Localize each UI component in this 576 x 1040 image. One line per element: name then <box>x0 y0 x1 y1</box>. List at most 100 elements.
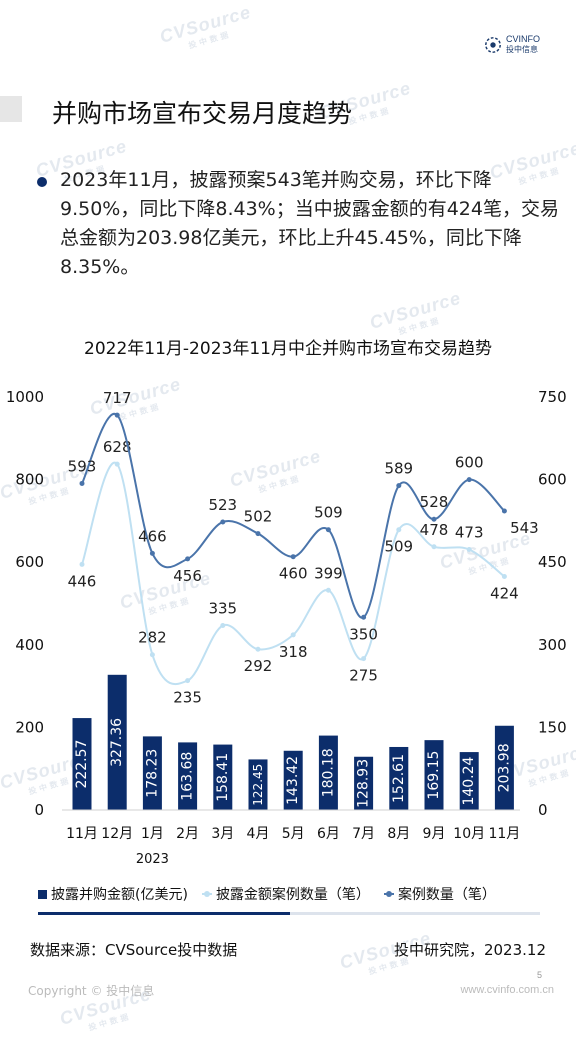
line-point <box>79 561 85 567</box>
line-point <box>290 554 296 560</box>
line-point <box>361 614 367 620</box>
line-data-label: 593 <box>68 457 97 475</box>
bar <box>107 674 127 810</box>
legend-line-swatch <box>383 891 394 897</box>
bar <box>354 756 374 810</box>
line-point <box>290 632 296 638</box>
x-tick-label: 10月 <box>453 826 485 842</box>
line-data-label: 424 <box>490 585 519 603</box>
bar-data-label: 158.41 <box>215 753 231 802</box>
line-point <box>79 480 85 486</box>
watermark: CVSource 投中数据 <box>157 1 254 51</box>
x-tick-label: 12月 <box>101 826 133 842</box>
line-data-label: 292 <box>244 657 273 675</box>
line-point <box>431 516 437 522</box>
line-point <box>149 550 155 556</box>
divider-accent <box>38 912 290 915</box>
line-point <box>185 556 191 562</box>
y-right-tick-label: 0 <box>538 801 548 819</box>
line-data-label: 399 <box>314 564 343 582</box>
company-logo: CVINFO 投中信息 <box>484 34 540 55</box>
line-point <box>466 547 472 553</box>
line-point <box>255 531 261 537</box>
bar-data-label: 180.18 <box>320 748 336 797</box>
legend-label: 披露并购金额(亿美元) <box>51 887 188 903</box>
bar-data-label: 122.45 <box>251 764 265 806</box>
y-left-tick-label: 200 <box>15 718 44 736</box>
bar <box>459 752 479 810</box>
website-link[interactable]: www.cvinfo.com.cn <box>460 984 554 996</box>
x-tick-label: 5月 <box>282 826 305 842</box>
line-data-label: 275 <box>349 667 378 685</box>
line-data-label: 460 <box>279 565 308 583</box>
line-point <box>325 587 331 593</box>
title-accent-bar <box>0 96 22 122</box>
line-data-label: 543 <box>510 519 539 537</box>
bar-data-label: 143.42 <box>285 756 301 805</box>
logo-mark-icon <box>485 36 501 53</box>
line-data-label: 509 <box>314 504 343 522</box>
line-data-label: 717 <box>103 389 132 407</box>
x-tick-label: 3月 <box>211 826 234 842</box>
y-left-tick-label: 0 <box>34 801 44 819</box>
bar-data-label: 128.93 <box>356 759 372 808</box>
line-data-label: 509 <box>384 538 413 556</box>
line-data-label: 335 <box>208 600 237 618</box>
bar <box>389 746 409 810</box>
line-data-label: 235 <box>173 689 202 707</box>
year-label: 2023 <box>136 852 169 867</box>
line-point <box>220 623 226 629</box>
bar-data-label: 327.36 <box>109 718 125 767</box>
copyright-text: Copyright © 投中信息 <box>28 984 155 998</box>
logo-subtext: 投中信息 <box>505 45 538 54</box>
line-point <box>431 544 437 550</box>
legend-line-swatch <box>201 891 212 897</box>
line-point <box>466 477 472 483</box>
x-tick-label: 9月 <box>423 826 446 842</box>
line-data-label: 600 <box>455 454 484 472</box>
line-point <box>220 519 226 525</box>
line-data-label: 282 <box>138 629 167 647</box>
x-tick-label: 2月 <box>176 826 199 842</box>
bar <box>213 744 233 810</box>
x-tick-label: 6月 <box>317 826 340 842</box>
legend-label: 案例数量（笔） <box>397 887 496 903</box>
bar-data-label: 178.23 <box>144 749 160 798</box>
line-data-label: 456 <box>173 567 202 585</box>
line-point <box>255 646 261 652</box>
legend-item-disclosed-count: 披露金额案例数量（笔） <box>201 884 370 904</box>
bar <box>72 718 92 810</box>
legend-item-amount: 披露并购金额(亿美元) <box>38 884 188 904</box>
bar <box>142 736 162 810</box>
line-point <box>501 574 507 580</box>
page-number: 5 <box>536 970 542 980</box>
y-left-tick-label: 1000 <box>6 388 44 406</box>
line-data-label: 478 <box>420 521 449 539</box>
legend-item-deal-count: 案例数量（笔） <box>383 884 496 904</box>
line-point <box>325 527 331 533</box>
deal-count-line <box>81 412 506 619</box>
bar <box>424 740 444 810</box>
legend-label: 披露金额案例数量（笔） <box>215 887 370 903</box>
bar-data-label: 163.68 <box>180 752 196 801</box>
bar-data-label: 169.15 <box>426 751 442 800</box>
line-data-label: 318 <box>279 643 308 661</box>
x-tick-label: 8月 <box>387 826 410 842</box>
line-data-label: 446 <box>68 572 97 590</box>
line-data-label: 523 <box>208 496 237 514</box>
bar <box>494 725 514 810</box>
y-left-tick-label: 600 <box>15 553 44 571</box>
report-org-date: 投中研究院，2023.12 <box>393 941 546 959</box>
chart-legend: 披露并购金额(亿美元) 披露金额案例数量（笔） 案例数量（笔） <box>38 884 496 904</box>
line-point <box>361 656 367 662</box>
bar-data-label: 140.24 <box>461 756 477 805</box>
logo-text: CVINFO <box>505 34 540 44</box>
line-point <box>396 483 402 489</box>
line-point <box>114 461 120 467</box>
line-data-label: 528 <box>420 493 449 511</box>
bar-data-label: 203.98 <box>496 743 512 792</box>
line-data-label: 350 <box>349 625 378 643</box>
chart-title: 2022年11月-2023年11月中企并购市场宣布交易趋势 <box>84 339 492 359</box>
disclosed-count-line <box>81 461 506 686</box>
y-left-tick-label: 400 <box>15 636 44 654</box>
